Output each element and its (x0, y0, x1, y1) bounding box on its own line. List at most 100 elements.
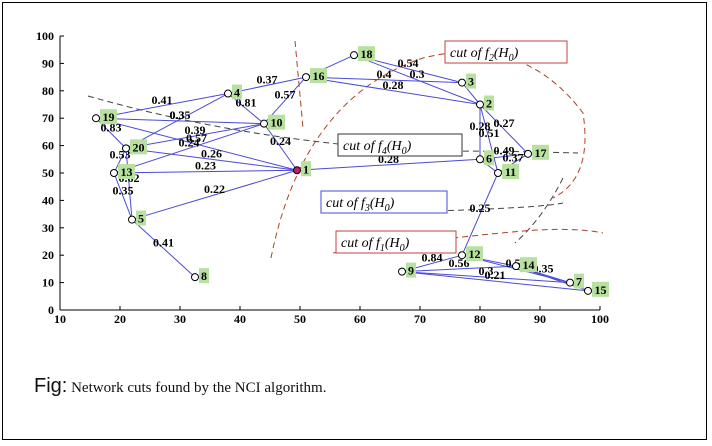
edge-weight-label: 0.28 (383, 78, 404, 92)
node-label-bg-15 (592, 281, 609, 297)
node-15 (584, 286, 592, 295)
edge-weight-label: 0.26 (201, 146, 222, 160)
node-label-bg-11 (502, 164, 519, 179)
node-label-12: 12 (469, 247, 481, 261)
edge-weight-label: 0.35 (170, 108, 191, 122)
node-label-1: 1 (303, 162, 309, 176)
node-12 (458, 251, 466, 260)
node-10 (260, 119, 268, 128)
node-label-20: 20 (133, 140, 145, 154)
node-4 (224, 89, 232, 98)
node-label-bg-16 (310, 68, 327, 84)
node-label-7: 7 (576, 275, 582, 289)
edge-16-2 (305, 76, 481, 105)
cut-label-1: cut of f1(H0) (341, 236, 410, 254)
edge-weight-label: 0.27 (494, 116, 515, 130)
node-20 (122, 144, 130, 153)
node-label-bg-20 (130, 139, 147, 155)
edge-weight-label: 0.22 (204, 182, 225, 196)
y-tick-label: 10 (42, 276, 54, 290)
node-label-bg-4 (232, 84, 242, 100)
node-label-9: 9 (408, 264, 414, 278)
figure-frame: 10 20 30 40 50 60 70 80 90 100 0 10 20 30 40 50 60 70 80 90… (2, 2, 707, 440)
cut-label-3: cut of f3(H0) (326, 196, 395, 214)
edge-weight-label: 0.24 (179, 135, 200, 149)
node-label-bg-2 (484, 95, 494, 111)
cut-label-box-3 (320, 190, 448, 214)
edge-weight-label: 0.37 (503, 150, 524, 164)
edge-20-10 (125, 123, 265, 149)
edge-weight-label: 0.54 (398, 56, 419, 70)
edge-5-1 (131, 169, 298, 221)
caption-text: Network cuts found by the NCI algorithm. (67, 380, 327, 396)
edge-10-1 (263, 123, 298, 171)
edge-3-2 (461, 82, 481, 105)
node-label-bg-7 (574, 273, 584, 289)
node-label-bg-19 (100, 109, 117, 125)
edge-2-11 (479, 104, 499, 174)
node-1 (293, 166, 301, 175)
edge-18-2 (353, 54, 481, 105)
y-tick-label: 50 (42, 166, 54, 180)
edge-20-5 (125, 148, 133, 220)
cut-label-box-1 (335, 230, 457, 254)
y-tick-label: 30 (42, 221, 54, 235)
y-tick-label: 80 (42, 84, 54, 98)
node-label-5: 5 (138, 212, 144, 226)
node-8 (191, 273, 199, 282)
edge-1-6 (296, 158, 481, 171)
edge-13-5 (113, 172, 133, 220)
node-19 (92, 114, 100, 123)
cut-label-2: cut of f2(H0) (450, 46, 519, 64)
node-18 (350, 51, 358, 60)
node-3 (458, 78, 466, 87)
edge-weight-label: 0.57 (275, 87, 296, 101)
node-label-bg-12 (466, 246, 483, 262)
edge-9-7 (401, 271, 571, 284)
x-tick-label: 30 (174, 312, 186, 326)
node-17 (524, 149, 532, 158)
edge-weight-label: 0.41 (152, 93, 173, 107)
edge-16-3 (305, 76, 463, 84)
node-label-bg-17 (532, 144, 549, 160)
edge-weight-label: 0.35 (533, 261, 554, 275)
cut-label-box-2 (444, 40, 568, 64)
edge-weight-label: 0.24 (270, 134, 291, 148)
edge-weight-label: 0.21 (485, 268, 506, 282)
node-label-14: 14 (523, 258, 535, 272)
edge-19-4 (95, 93, 229, 119)
y-tick-label: 70 (42, 111, 54, 125)
y-tick-label: 20 (42, 248, 54, 262)
edge-weight-label: 0.25 (470, 201, 491, 215)
node-label-bg-6 (484, 150, 494, 166)
edge-weight-label: 0.51 (479, 126, 500, 140)
node-label-bg-9 (406, 262, 416, 278)
node-label-bg-10 (268, 114, 285, 130)
edge-20-13 (113, 148, 127, 174)
node-label-bg-3 (466, 73, 476, 89)
node-16 (302, 73, 310, 82)
node-label-16: 16 (313, 69, 325, 83)
y-tick-label: 0 (48, 303, 54, 317)
x-tick-label: 100 (591, 312, 609, 326)
node-label-13: 13 (121, 165, 133, 179)
node-label-bg-13 (118, 164, 135, 179)
cut-curve-f1-tail (514, 177, 564, 244)
y-tick-label: 40 (42, 193, 54, 207)
caption-prefix: Fig: (34, 375, 68, 397)
edge-weight-label: 0.84 (422, 250, 443, 264)
edge-weight-label: 0.49 (494, 144, 515, 158)
edge-weight-label: 0.3 (170, 108, 185, 122)
node-label-bg-18 (358, 46, 375, 62)
edge-weight-label: 0.3 (479, 264, 494, 278)
edge-13-1 (113, 169, 298, 174)
edge-9-14 (401, 265, 517, 273)
node-2 (476, 100, 484, 109)
edge-19-1 (95, 117, 298, 171)
edge-9-15 (401, 271, 589, 292)
node-label-bg-14 (520, 257, 537, 273)
node-label-3: 3 (468, 75, 474, 89)
edge-weight-label: 0.41 (153, 235, 174, 249)
node-label-15: 15 (595, 283, 607, 297)
y-tick-label: 100 (36, 29, 54, 43)
